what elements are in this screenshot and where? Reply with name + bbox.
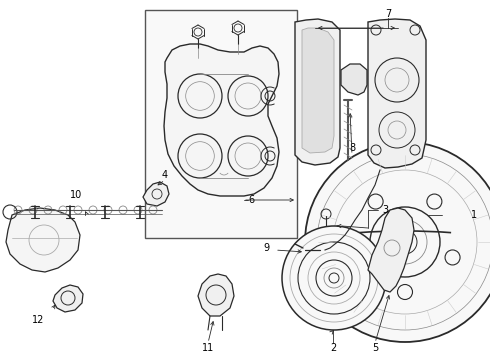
Polygon shape: [53, 285, 83, 312]
Text: 11: 11: [202, 343, 214, 353]
Polygon shape: [302, 28, 334, 153]
Polygon shape: [164, 44, 279, 196]
Text: 2: 2: [330, 343, 336, 353]
Text: 8: 8: [349, 143, 355, 153]
Polygon shape: [198, 274, 234, 316]
Text: 3: 3: [382, 205, 388, 215]
Polygon shape: [368, 19, 426, 168]
Polygon shape: [143, 182, 169, 206]
Circle shape: [305, 142, 490, 342]
Text: 7: 7: [385, 9, 391, 19]
Text: 4: 4: [162, 170, 168, 180]
Polygon shape: [6, 208, 80, 272]
Text: 1: 1: [471, 210, 477, 220]
Text: 9: 9: [264, 243, 270, 253]
Bar: [145, 10, 297, 238]
Text: 12: 12: [32, 315, 44, 325]
Circle shape: [282, 226, 386, 330]
Polygon shape: [295, 19, 340, 165]
Polygon shape: [368, 208, 414, 292]
Text: 10: 10: [70, 190, 82, 200]
Text: 5: 5: [372, 343, 378, 353]
Polygon shape: [341, 64, 367, 95]
Text: 6: 6: [248, 195, 254, 205]
